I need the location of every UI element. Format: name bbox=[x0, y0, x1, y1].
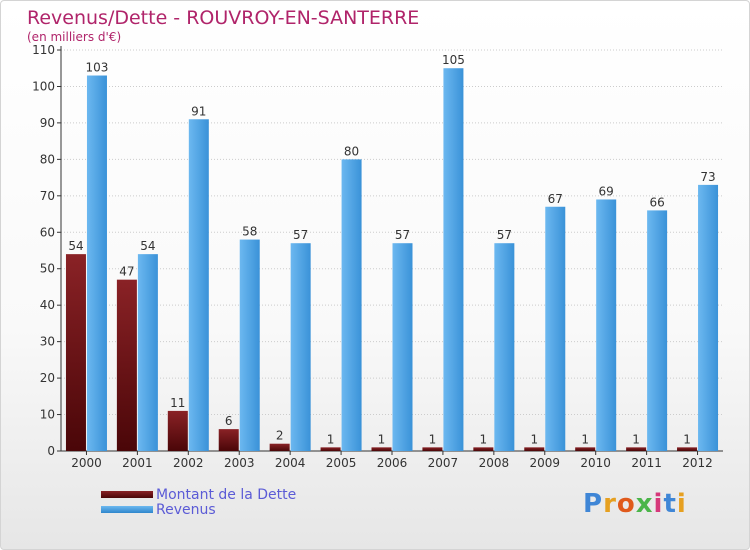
data-label: 1 bbox=[480, 432, 488, 446]
legend-swatch-debt bbox=[101, 491, 153, 498]
data-label: 67 bbox=[548, 192, 563, 206]
data-label: 57 bbox=[497, 228, 512, 242]
data-label: 69 bbox=[599, 184, 614, 198]
logo-letter: i bbox=[653, 489, 664, 519]
x-tick-label: 2011 bbox=[631, 456, 662, 470]
y-tick-label: 0 bbox=[47, 444, 55, 458]
logo-letter: P bbox=[583, 489, 604, 519]
debt-bar bbox=[167, 410, 188, 451]
logo-letter: o bbox=[616, 489, 636, 519]
x-tick-label: 2004 bbox=[275, 456, 306, 470]
legend-label-debt: Montant de la Dette bbox=[156, 487, 297, 503]
data-label: 80 bbox=[344, 144, 359, 158]
data-label: 91 bbox=[191, 104, 206, 118]
x-tick-label: 2010 bbox=[580, 456, 611, 470]
y-tick-label: 30 bbox=[40, 335, 55, 349]
proxiti-logo: Proxiti bbox=[583, 489, 687, 519]
data-label: 2 bbox=[276, 429, 284, 443]
x-tick-label: 2006 bbox=[377, 456, 408, 470]
data-label: 1 bbox=[378, 432, 386, 446]
revenue-bar bbox=[647, 210, 668, 451]
revenue-bar bbox=[239, 239, 260, 451]
chart-subtitle: (en milliers d'€) bbox=[27, 30, 122, 44]
x-tick-label: 2009 bbox=[529, 456, 560, 470]
debt-bar bbox=[677, 447, 698, 451]
data-label: 47 bbox=[119, 265, 134, 279]
data-label: 103 bbox=[86, 61, 109, 75]
y-tick-label: 60 bbox=[40, 225, 55, 239]
debt-bar bbox=[575, 447, 596, 451]
x-tick-label: 2005 bbox=[326, 456, 357, 470]
y-tick-label: 70 bbox=[40, 189, 55, 203]
data-label: 73 bbox=[700, 170, 715, 184]
y-tick-label: 100 bbox=[32, 79, 55, 93]
revenue-bar bbox=[137, 254, 158, 451]
y-tick-label: 40 bbox=[40, 298, 55, 312]
y-tick-label: 50 bbox=[40, 262, 55, 276]
revenue-bar bbox=[392, 243, 413, 451]
logo-letter: x bbox=[635, 489, 654, 519]
logo-letter: t bbox=[663, 489, 677, 519]
y-tick-label: 110 bbox=[32, 43, 55, 57]
x-tick-label: 2001 bbox=[122, 456, 153, 470]
data-label: 1 bbox=[530, 432, 538, 446]
x-tick-label: 2008 bbox=[479, 456, 510, 470]
debt-bar bbox=[371, 447, 392, 451]
y-tick-label: 90 bbox=[40, 116, 55, 130]
data-label: 1 bbox=[581, 432, 589, 446]
data-label: 57 bbox=[395, 228, 410, 242]
revenue-bar bbox=[494, 243, 515, 451]
revenue-bar bbox=[86, 75, 107, 451]
debt-bar bbox=[320, 447, 341, 451]
debt-bar bbox=[524, 447, 545, 451]
debt-bar bbox=[218, 429, 239, 451]
debt-bar bbox=[65, 254, 86, 451]
x-tick-label: 2007 bbox=[428, 456, 459, 470]
data-label: 54 bbox=[140, 239, 155, 253]
data-label: 66 bbox=[649, 195, 664, 209]
data-label: 1 bbox=[683, 432, 691, 446]
data-label: 11 bbox=[170, 396, 185, 410]
revenue-bar bbox=[596, 199, 617, 451]
debt-bar bbox=[473, 447, 494, 451]
x-tick-label: 2002 bbox=[173, 456, 204, 470]
data-label: 54 bbox=[68, 239, 83, 253]
data-label: 1 bbox=[327, 432, 335, 446]
y-tick-label: 20 bbox=[40, 371, 55, 385]
data-label: 1 bbox=[632, 432, 640, 446]
y-tick-label: 80 bbox=[40, 152, 55, 166]
legend-swatch-revenue bbox=[101, 506, 153, 513]
data-label: 58 bbox=[242, 225, 257, 239]
data-label: 57 bbox=[293, 228, 308, 242]
debt-bar bbox=[626, 447, 647, 451]
x-tick-label: 2000 bbox=[71, 456, 102, 470]
x-tick-label: 2003 bbox=[224, 456, 255, 470]
revenue-bar bbox=[341, 159, 362, 451]
debt-bar bbox=[116, 279, 137, 451]
revenue-bar bbox=[443, 68, 464, 452]
data-label: 1 bbox=[429, 432, 437, 446]
revenue-bar bbox=[545, 206, 566, 451]
revenue-bar bbox=[698, 184, 719, 451]
data-label: 6 bbox=[225, 414, 233, 428]
logo-letter: r bbox=[603, 489, 617, 519]
debt-bar bbox=[422, 447, 443, 451]
debt-bar bbox=[269, 443, 290, 451]
logo-letter: i bbox=[676, 489, 687, 519]
y-tick-label: 10 bbox=[40, 408, 55, 422]
legend-label-revenue: Revenus bbox=[156, 502, 216, 518]
x-tick-label: 2012 bbox=[682, 456, 713, 470]
revenue-bar bbox=[188, 119, 209, 451]
revenue-bar bbox=[290, 243, 311, 451]
chart-title: Revenus/Dette - ROUVROY-EN-SANTERRE bbox=[27, 7, 420, 29]
data-label: 105 bbox=[442, 53, 465, 67]
